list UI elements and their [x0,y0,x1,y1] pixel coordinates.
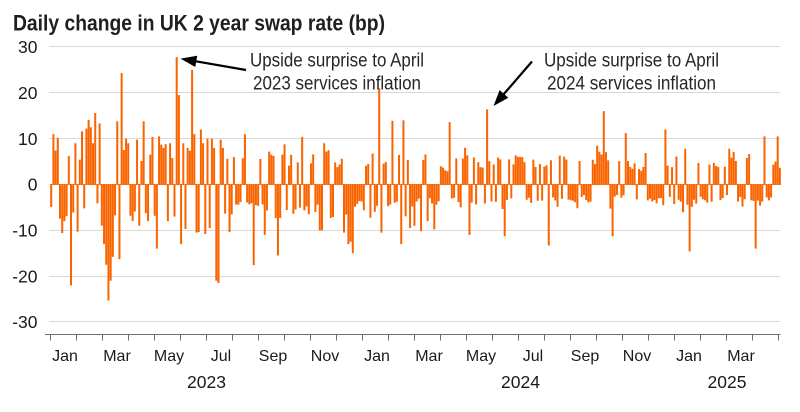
svg-text:20: 20 [18,83,38,103]
svg-text:-10: -10 [12,221,38,241]
svg-text:2024: 2024 [501,372,540,392]
svg-text:Sep: Sep [259,348,288,365]
svg-text:Jul: Jul [211,348,231,365]
svg-text:Sep: Sep [571,348,600,365]
svg-text:Upside surprise to April: Upside surprise to April [250,51,424,72]
svg-text:Nov: Nov [311,348,339,365]
svg-text:Nov: Nov [623,348,651,365]
svg-text:May: May [466,348,496,365]
svg-text:-30: -30 [12,312,38,332]
svg-text:May: May [154,348,184,365]
svg-text:Jan: Jan [364,348,390,365]
svg-text:Mar: Mar [727,348,755,365]
svg-text:Daily change in UK 2 year swap: Daily change in UK 2 year swap rate (bp) [13,11,385,36]
svg-text:2023: 2023 [187,372,226,392]
svg-text:Jan: Jan [52,348,78,365]
svg-text:30: 30 [18,37,38,57]
svg-text:0: 0 [28,175,38,195]
svg-text:Mar: Mar [103,348,131,365]
svg-text:-20: -20 [12,266,38,286]
svg-text:Mar: Mar [415,348,443,365]
svg-text:2024 services inflation: 2024 services inflation [547,74,716,95]
svg-text:Jan: Jan [676,348,702,365]
svg-text:10: 10 [18,129,38,149]
svg-text:Jul: Jul [523,348,543,365]
svg-text:Upside surprise to April: Upside surprise to April [544,51,719,72]
svg-text:2023 services inflation: 2023 services inflation [253,74,421,95]
svg-text:2025: 2025 [708,372,747,392]
